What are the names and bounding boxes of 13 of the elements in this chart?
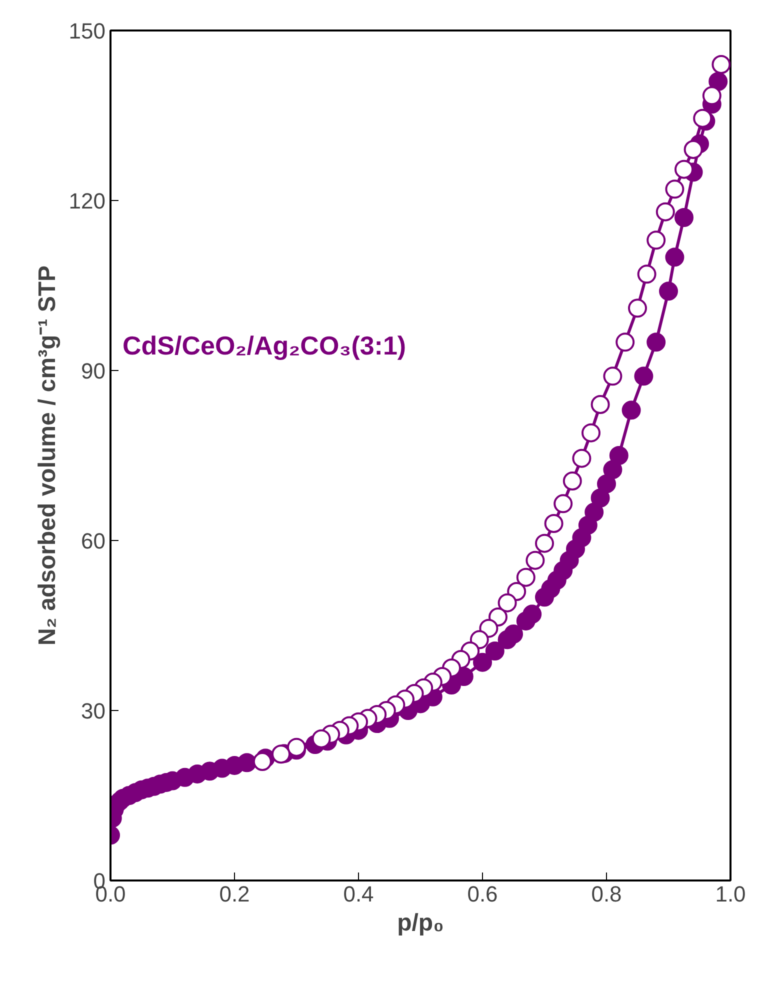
x-tick-label: 0.8	[591, 882, 622, 906]
y-tick-label: 60	[81, 528, 106, 554]
y-tick-label: 120	[68, 188, 106, 214]
x-tick-label: 0.6	[467, 882, 498, 906]
x-axis-title: p/p₀	[397, 910, 444, 936]
x-tick-label: 0.4	[343, 882, 374, 906]
y-tick-label: 90	[81, 358, 106, 384]
y-axis-title: N₂ adsorbed volume / cm³g⁻¹ STP	[34, 265, 61, 646]
y-tick-label: 150	[68, 18, 106, 44]
x-tick-label: 1.0	[715, 882, 746, 906]
x-tick-label: 0.2	[219, 882, 250, 906]
annotation: CdS/CeO₂/Ag₂CO₃(3:1)	[122, 330, 406, 360]
y-tick-label: 30	[81, 698, 106, 724]
